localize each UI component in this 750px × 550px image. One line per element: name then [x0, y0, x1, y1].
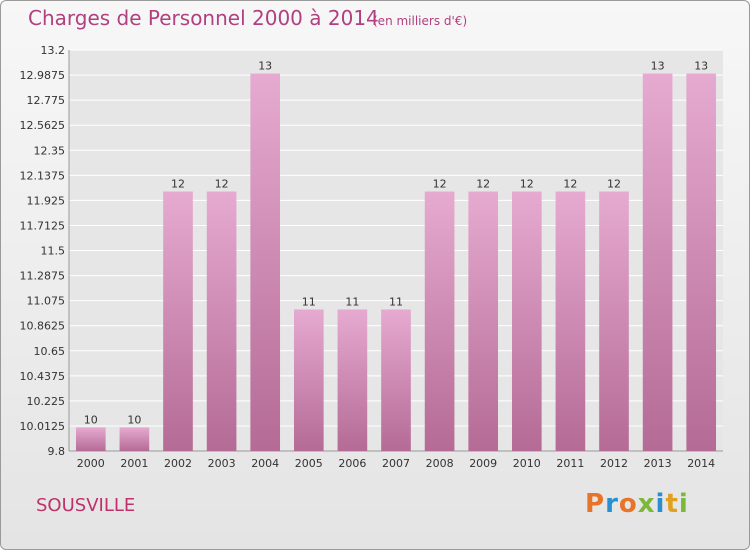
- data-label: 13: [258, 60, 272, 73]
- y-tick-label: 13.2: [41, 44, 66, 57]
- data-label: 12: [171, 178, 185, 191]
- logo-letter: i: [678, 489, 689, 519]
- logo-letter: x: [637, 489, 656, 519]
- data-label: 11: [345, 295, 359, 308]
- data-label: 11: [302, 295, 316, 308]
- data-label: 11: [389, 295, 403, 308]
- y-tick-label: 10.8625: [20, 320, 66, 333]
- x-tick-label: 2000: [77, 457, 105, 470]
- data-label: 12: [563, 178, 577, 191]
- x-tick-label: 2003: [208, 457, 236, 470]
- chart-subtitle: (en milliers d'€): [373, 14, 468, 28]
- x-tick-label: 2012: [600, 457, 628, 470]
- bar: [206, 191, 237, 451]
- y-tick-label: 10.0125: [20, 420, 66, 433]
- bar: [119, 427, 150, 451]
- bar: [337, 309, 368, 451]
- y-tick-label: 11.925: [27, 194, 66, 207]
- logo-letter: i: [655, 489, 666, 519]
- bar: [686, 73, 717, 452]
- data-label: 12: [433, 178, 447, 191]
- data-label: 10: [127, 413, 141, 426]
- data-label: 12: [607, 178, 621, 191]
- x-tick-label: 2008: [426, 457, 454, 470]
- y-tick-label: 12.1375: [20, 169, 66, 182]
- y-tick-label: 12.775: [27, 94, 66, 107]
- x-tick-label: 2011: [556, 457, 584, 470]
- x-tick-label: 2004: [251, 457, 279, 470]
- x-tick-label: 2005: [295, 457, 323, 470]
- y-tick-label: 9.8: [48, 445, 66, 458]
- bar: [424, 191, 455, 451]
- logo-letter: o: [618, 489, 638, 519]
- y-tick-label: 12.5625: [20, 119, 66, 132]
- x-tick-label: 2010: [513, 457, 541, 470]
- x-tick-label: 2009: [469, 457, 497, 470]
- y-tick-label: 11.075: [27, 295, 66, 308]
- bar: [163, 191, 193, 451]
- bar: [250, 73, 281, 452]
- x-tick-label: 2001: [120, 457, 148, 470]
- bar: [555, 191, 586, 451]
- logo-letter: P: [585, 489, 606, 519]
- logo-letter: t: [665, 489, 679, 519]
- data-label: 12: [520, 178, 534, 191]
- logo-letter: r: [605, 489, 619, 519]
- x-tick-label: 2014: [687, 457, 715, 470]
- x-tick-label: 2013: [644, 457, 672, 470]
- y-tick-label: 12.35: [34, 144, 66, 157]
- y-tick-label: 11.2875: [20, 270, 66, 283]
- data-label: 12: [215, 178, 229, 191]
- bar: [75, 427, 106, 451]
- x-tick-label: 2007: [382, 457, 410, 470]
- data-label: 10: [84, 413, 98, 426]
- bar: [381, 309, 411, 451]
- data-label: 12: [476, 178, 490, 191]
- y-tick-label: 10.65: [34, 345, 66, 358]
- bar: [642, 73, 673, 452]
- y-tick-label: 10.225: [27, 395, 66, 408]
- bar: [511, 191, 542, 451]
- chart-title: Charges de Personnel 2000 à 2014: [28, 6, 379, 30]
- x-tick-label: 2002: [164, 457, 192, 470]
- y-tick-label: 11.7125: [20, 219, 66, 232]
- y-tick-label: 11.5: [41, 245, 66, 258]
- bar: [293, 309, 324, 451]
- y-tick-label: 10.4375: [20, 370, 66, 383]
- bar: [599, 191, 629, 451]
- data-label: 13: [651, 60, 665, 73]
- x-tick-label: 2006: [338, 457, 366, 470]
- place-name: SOUSVILLE: [36, 495, 136, 516]
- y-tick-label: 12.9875: [20, 69, 66, 82]
- bar: [468, 191, 499, 451]
- proxiti-logo[interactable]: Proxiti: [585, 489, 689, 519]
- data-label: 13: [694, 60, 708, 73]
